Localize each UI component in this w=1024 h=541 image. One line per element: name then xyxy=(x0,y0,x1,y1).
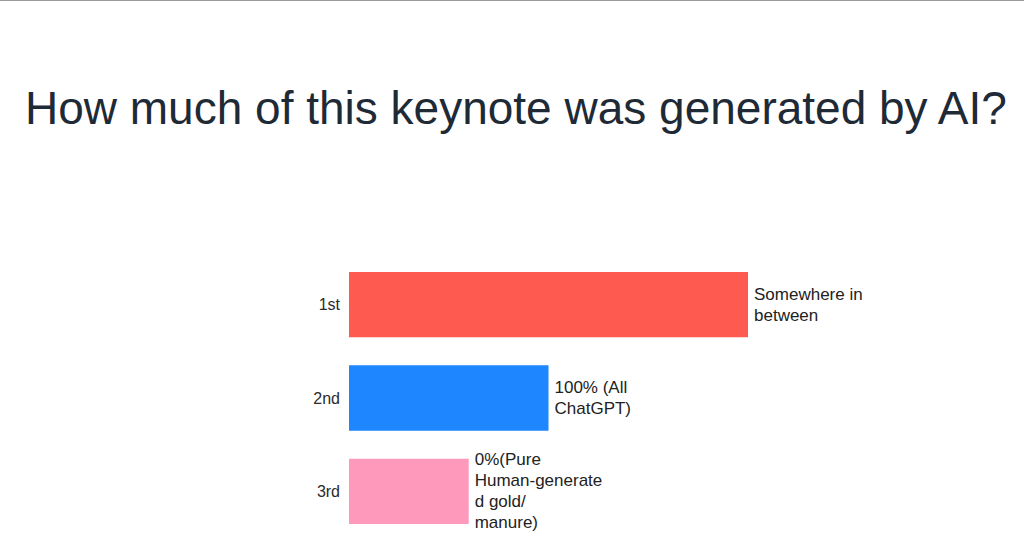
svg-text:100% (All: 100% (All xyxy=(555,378,632,397)
svg-text:2nd: 2nd xyxy=(313,390,340,407)
svg-text:Human-generate: Human-generate xyxy=(475,471,603,490)
svg-text:How much of this keynote was g: How much of this keynote was generated b… xyxy=(25,82,1007,134)
svg-text:manure): manure) xyxy=(475,513,538,532)
svg-text:0%(Pure: 0%(Pure xyxy=(475,450,546,469)
svg-text:between: between xyxy=(754,306,818,325)
svg-text:3rd: 3rd xyxy=(317,483,340,500)
svg-text:d gold/: d gold/ xyxy=(475,492,531,511)
svg-text:1st: 1st xyxy=(319,296,341,313)
svg-text:ChatGPT): ChatGPT) xyxy=(555,399,632,418)
svg-text:Somewhere in: Somewhere in xyxy=(754,285,867,304)
